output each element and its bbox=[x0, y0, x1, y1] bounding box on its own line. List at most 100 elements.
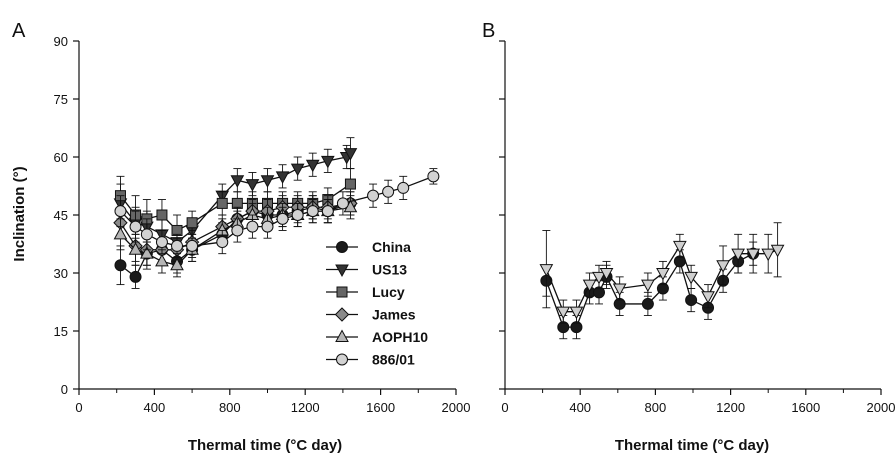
panel-a-y-tick-label: 75 bbox=[54, 92, 68, 107]
panel-a-data-point bbox=[245, 179, 260, 192]
panel-a-series-us13 bbox=[113, 137, 358, 258]
panel-a-xlabel: Thermal time (°C day) bbox=[188, 437, 342, 454]
panel-b-x-tick-label: 0 bbox=[501, 400, 508, 415]
panel-b-plot: 0 400 800 1200 1600 2000 bbox=[499, 40, 896, 415]
panel-a-data-point bbox=[156, 209, 168, 221]
panel-a-data-point bbox=[344, 178, 356, 190]
panel-a-data-point bbox=[171, 239, 184, 252]
panel-a-data-point bbox=[367, 189, 380, 202]
panel-b-data-point bbox=[685, 294, 698, 307]
panel-a-label: A bbox=[12, 20, 26, 42]
panel-a-ylabel: Inclination (°) bbox=[11, 166, 28, 261]
panel-b-data-point bbox=[539, 264, 554, 277]
panel-a-data-point bbox=[170, 257, 184, 271]
panel-b-data-point bbox=[599, 268, 614, 281]
panel-a-data-point bbox=[305, 159, 320, 173]
panel-b-data-point bbox=[770, 244, 785, 258]
panel-b-data-point bbox=[761, 248, 776, 262]
panel-a-data-point bbox=[291, 209, 304, 221]
panel-a-data-point bbox=[246, 220, 259, 233]
panel-b-data-point bbox=[672, 240, 687, 254]
panel-b-data-point bbox=[592, 271, 606, 285]
panel-a-series-line bbox=[119, 152, 351, 243]
panel-b-data-point bbox=[556, 306, 571, 320]
panel-a-data-point bbox=[129, 270, 142, 283]
panel-b-label: B bbox=[482, 20, 495, 42]
legend-marker bbox=[335, 329, 349, 342]
legend-marker bbox=[334, 307, 350, 322]
panel-b-x-tick-label: 2000 bbox=[867, 400, 896, 415]
panel-b-data-point bbox=[569, 306, 584, 320]
legend-marker bbox=[336, 353, 348, 366]
panel-a-data-point bbox=[382, 185, 395, 198]
panel-a-y-tick-label: 30 bbox=[54, 266, 68, 281]
legend-label: 886/01 bbox=[372, 352, 415, 368]
panel-a-data-point bbox=[260, 175, 275, 188]
panel-b-data-point bbox=[612, 283, 627, 297]
legend-label: Lucy bbox=[372, 284, 405, 300]
panel-b-x-tick-label: 1600 bbox=[791, 400, 820, 415]
panel-a-x-tick-label: 1200 bbox=[291, 400, 320, 415]
panel-a-data-point bbox=[427, 170, 440, 183]
panel-a-x-tick-label: 800 bbox=[219, 400, 241, 415]
panel-a-data-point bbox=[186, 239, 199, 252]
panel-b-data-point bbox=[582, 279, 597, 293]
panel-b-x-tick-label: 800 bbox=[645, 400, 667, 415]
panel-b-data-point bbox=[731, 248, 745, 262]
panel-a-data-point bbox=[306, 205, 319, 218]
panel-b-series-series-1 bbox=[540, 241, 760, 340]
panel-a-data-point bbox=[290, 163, 305, 177]
panel-a-data-point bbox=[155, 236, 168, 249]
panel-b: B Thermal time (°C day) 0 400 800 1200 1600 2… bbox=[482, 20, 895, 454]
panel-a-data-point bbox=[216, 236, 229, 249]
panel-a-data-point bbox=[230, 175, 245, 188]
panel-a-data-point bbox=[129, 220, 142, 233]
panel-a-data-point bbox=[343, 148, 358, 161]
panel-a-x-tick-label: 0 bbox=[75, 400, 82, 415]
panel-a-data-point bbox=[140, 246, 154, 259]
panel-a-data-point bbox=[216, 197, 228, 209]
panel-a-data-point bbox=[321, 205, 334, 218]
legend-label: China bbox=[372, 239, 411, 255]
panel-a-y-tick-label: 15 bbox=[54, 324, 68, 339]
panel-a-data-point bbox=[186, 217, 198, 229]
panel-b-data-point bbox=[684, 271, 698, 285]
panel-a-data-point bbox=[397, 181, 410, 194]
panel-a-plot: 0 15 30 45 60 75 90 0 400 800 1200 1600 2000 bbox=[54, 34, 471, 415]
panel-a-data-point bbox=[140, 228, 153, 241]
legend-label: US13 bbox=[372, 262, 407, 278]
panel-a-legend: China US13 Lucy James AOPH10 886/01 bbox=[326, 239, 428, 368]
panel-a-data-point bbox=[114, 259, 127, 272]
panel-b-x-tick-label: 1200 bbox=[716, 400, 745, 415]
panel-b-data-point bbox=[641, 279, 655, 293]
legend-label: James bbox=[372, 307, 416, 323]
panel-a-data-point bbox=[113, 226, 128, 240]
panel-b-data-point bbox=[656, 268, 670, 281]
panel-a-x-tick-label: 1600 bbox=[366, 400, 395, 415]
panel-a-x-tick-label: 400 bbox=[144, 400, 166, 415]
panel-a-y-tick-label: 45 bbox=[54, 208, 68, 223]
panel-a-y-tick-label: 60 bbox=[54, 150, 68, 165]
panel-b-data-point bbox=[701, 291, 715, 304]
panel-a-series-886-01 bbox=[114, 168, 440, 258]
panel-b-series-series-2 bbox=[539, 222, 785, 324]
panel-a: A Inclination (°) Thermal time (°C day) … bbox=[11, 20, 470, 454]
legend-label: AOPH10 bbox=[372, 329, 428, 345]
panel-b-data-point bbox=[641, 297, 654, 310]
panel-a-y-tick-label: 0 bbox=[61, 382, 68, 397]
panel-a-data-point bbox=[336, 197, 349, 210]
panel-a-data-point bbox=[320, 155, 335, 169]
legend-marker bbox=[335, 264, 349, 278]
legend-marker bbox=[336, 286, 348, 298]
panel-a-data-point bbox=[128, 242, 143, 255]
panel-a-data-point bbox=[261, 220, 274, 233]
panel-a-data-point bbox=[155, 253, 169, 267]
panel-a-y-tick-label: 90 bbox=[54, 34, 68, 49]
panel-b-data-point bbox=[716, 260, 730, 273]
panel-a-x-tick-label: 2000 bbox=[442, 400, 471, 415]
panel-a-data-point bbox=[231, 224, 244, 237]
panel-b-x-tick-label: 400 bbox=[569, 400, 591, 415]
panel-a-data-point bbox=[275, 171, 290, 184]
panel-a-data-point bbox=[276, 212, 289, 225]
